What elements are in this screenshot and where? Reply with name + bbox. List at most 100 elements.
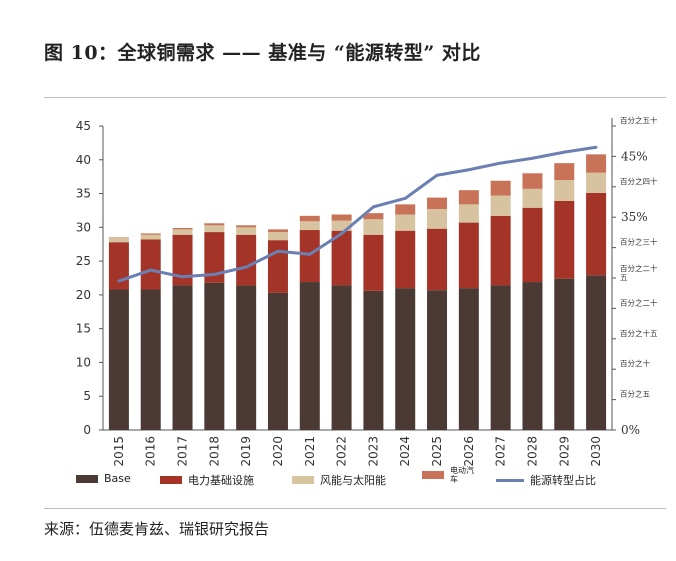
bar-segment-电力基础设施	[236, 234, 257, 286]
legend-ev-swatch	[422, 471, 444, 479]
x-tick-label: 2023	[366, 436, 380, 467]
bar-segment-电动汽车	[108, 237, 129, 239]
bar-segment-风能与太阳能	[490, 195, 511, 216]
x-tick-label: 2019	[239, 436, 253, 467]
bar-segment-风能与太阳能	[140, 234, 161, 240]
title-rule	[44, 97, 666, 98]
y-right-tick-label: 百分之十五	[620, 328, 658, 338]
share-line-point	[531, 156, 534, 160]
bar-segment-电力基础设施	[363, 234, 384, 291]
bar-segment-Base	[236, 285, 257, 430]
x-tick-label: 2016	[144, 436, 158, 467]
bar-segment-电动汽车	[331, 214, 352, 221]
x-tick-label: 2022	[335, 436, 349, 467]
share-line-point	[244, 265, 248, 269]
share-line-point	[594, 145, 598, 149]
y-right-tick-label: 百分之三十	[620, 237, 658, 247]
bar-segment-Base	[395, 288, 416, 430]
legend-ev-label: 电动汽车	[450, 466, 474, 484]
y-right-tick-label: 百分之二十五	[620, 263, 658, 282]
legend-base: Base	[76, 472, 131, 485]
bar-segment-Base	[140, 289, 161, 430]
y-right-tick-label: 百分之二十	[620, 297, 658, 307]
share-line-point	[403, 196, 407, 200]
share-line-point	[499, 161, 503, 165]
legend-ev: 电动汽车	[422, 466, 478, 484]
bar-segment-风能与太阳能	[299, 221, 320, 231]
x-tick-label: 2024	[398, 436, 412, 467]
bar-segment-电动汽车	[267, 229, 288, 233]
share-line-point	[340, 232, 343, 236]
share-line-point	[212, 272, 216, 276]
source-note: 来源：伍德麦肯兹、瑞银研究报告	[44, 520, 270, 538]
bar-segment-电力基础设施	[458, 222, 479, 289]
x-tick-label: 2021	[303, 436, 317, 467]
share-line-point	[435, 173, 439, 177]
bar-segment-电力基础设施	[140, 239, 161, 290]
bar-segment-Base	[490, 285, 511, 430]
share-line-point	[467, 168, 471, 172]
bar-segment-电力基础设施	[522, 207, 543, 283]
bar-segment-风能与太阳能	[586, 172, 607, 193]
y-right-tick-label: 百分之四十	[620, 176, 658, 186]
bar-segment-风能与太阳能	[458, 204, 479, 223]
bar-segment-Base	[108, 289, 129, 430]
bar-segment-Base	[267, 292, 288, 430]
bar-segment-Base	[204, 282, 225, 430]
bar-segment-电力基础设施	[395, 230, 416, 289]
bar-segment-风能与太阳能	[172, 229, 193, 235]
bar-segment-电力基础设施	[267, 240, 288, 293]
share-line-point	[181, 275, 184, 279]
y-left-tick-label: 35	[76, 187, 91, 201]
bar-segment-电动汽车	[586, 154, 607, 173]
y-right-tick-label: 百分之五十	[620, 115, 658, 125]
y-left-tick-label: 30	[76, 220, 91, 234]
y-left-tick-label: 25	[76, 254, 91, 268]
x-tick-label: 2020	[271, 436, 285, 467]
bar-segment-电动汽车	[236, 225, 257, 228]
x-tick-label: 2030	[589, 436, 603, 467]
x-tick-label: 2029	[557, 436, 571, 467]
bar-segment-风能与太阳能	[395, 214, 416, 231]
source-rule	[44, 508, 666, 509]
bar-segment-电力基础设施	[299, 230, 320, 283]
legend-grid: 电力基础设施	[160, 472, 254, 488]
legend-share-label: 能源转型占比	[530, 474, 596, 487]
share-line-point	[308, 252, 312, 256]
x-tick-label: 2026	[462, 436, 476, 467]
bar-segment-电力基础设施	[490, 215, 511, 286]
x-tick-label: 2027	[494, 436, 508, 467]
bar-segment-电动汽车	[299, 215, 320, 222]
x-tick-label: 2018	[207, 436, 221, 467]
bar-segment-电动汽车	[395, 204, 416, 215]
bar-segment-风能与太阳能	[363, 219, 384, 235]
y-left-tick-label: 5	[83, 389, 91, 403]
bar-segment-风能与太阳能	[236, 227, 257, 235]
bar-segment-电力基础设施	[586, 192, 607, 276]
y-right-tick-label: 45%	[621, 149, 648, 163]
y-right-tick-label: 百分之五	[620, 389, 650, 399]
legend-grid-label: 电力基础设施	[188, 474, 254, 487]
legend-wind-solar: 风能与太阳能	[292, 472, 386, 488]
figure-title: 图 10：全球铜需求 —— 基准与 “能源转型” 对比	[44, 42, 481, 64]
y-right-tick-label-line: 百分之十五	[620, 328, 658, 338]
bar-segment-电动汽车	[458, 190, 479, 205]
y-left-tick-label: 10	[76, 355, 91, 369]
share-line-point	[372, 205, 375, 209]
bar-segment-电力基础设施	[331, 230, 352, 286]
bar-segment-电动汽车	[490, 180, 511, 196]
bar-segment-Base	[299, 282, 320, 430]
legend-wind-solar-label: 风能与太阳能	[320, 474, 386, 487]
bar-segment-电力基础设施	[427, 228, 448, 291]
legend-base-swatch	[76, 474, 98, 483]
y-right-tick-label-line: 五	[620, 273, 628, 282]
energy-transition-share-line	[118, 145, 597, 283]
y-right-tick-label-line: 百分之五十	[620, 115, 658, 125]
y-right-tick-label-line: 百分之五	[620, 389, 650, 399]
bar-segment-电力基础设施	[172, 234, 193, 286]
bar-segment-Base	[363, 290, 384, 430]
bar-segment-风能与太阳能	[427, 209, 448, 229]
bar-segment-电动汽车	[172, 228, 193, 230]
y-right-tick-label: 百分之十	[620, 358, 650, 368]
legend-base-label: Base	[104, 472, 131, 485]
